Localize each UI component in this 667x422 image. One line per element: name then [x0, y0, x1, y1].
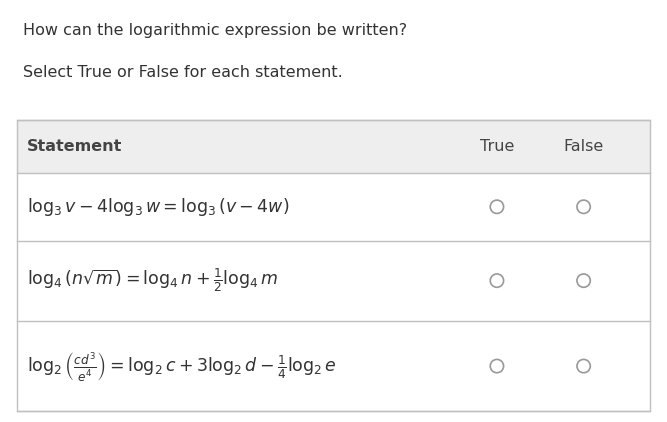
Text: How can the logarithmic expression be written?: How can the logarithmic expression be wr…: [23, 23, 408, 38]
Text: True: True: [480, 139, 514, 154]
Text: $\log_4 (n\sqrt{m}) = \log_4 n + \frac{1}{2}\log_4 m$: $\log_4 (n\sqrt{m}) = \log_4 n + \frac{1…: [27, 267, 278, 295]
Text: $\log_3 v - 4\log_3 w = \log_3 (v - 4w)$: $\log_3 v - 4\log_3 w = \log_3 (v - 4w)$: [27, 196, 289, 218]
Text: Select True or False for each statement.: Select True or False for each statement.: [23, 65, 343, 81]
Bar: [17, 120, 650, 411]
Bar: [17, 120, 650, 173]
Text: False: False: [564, 139, 604, 154]
Text: $\log_2 \left(\frac{cd^3}{e^4}\right) = \log_2 c + 3\log_2 d - \frac{1}{4}\log_2: $\log_2 \left(\frac{cd^3}{e^4}\right) = …: [27, 349, 336, 383]
Text: Statement: Statement: [27, 139, 122, 154]
